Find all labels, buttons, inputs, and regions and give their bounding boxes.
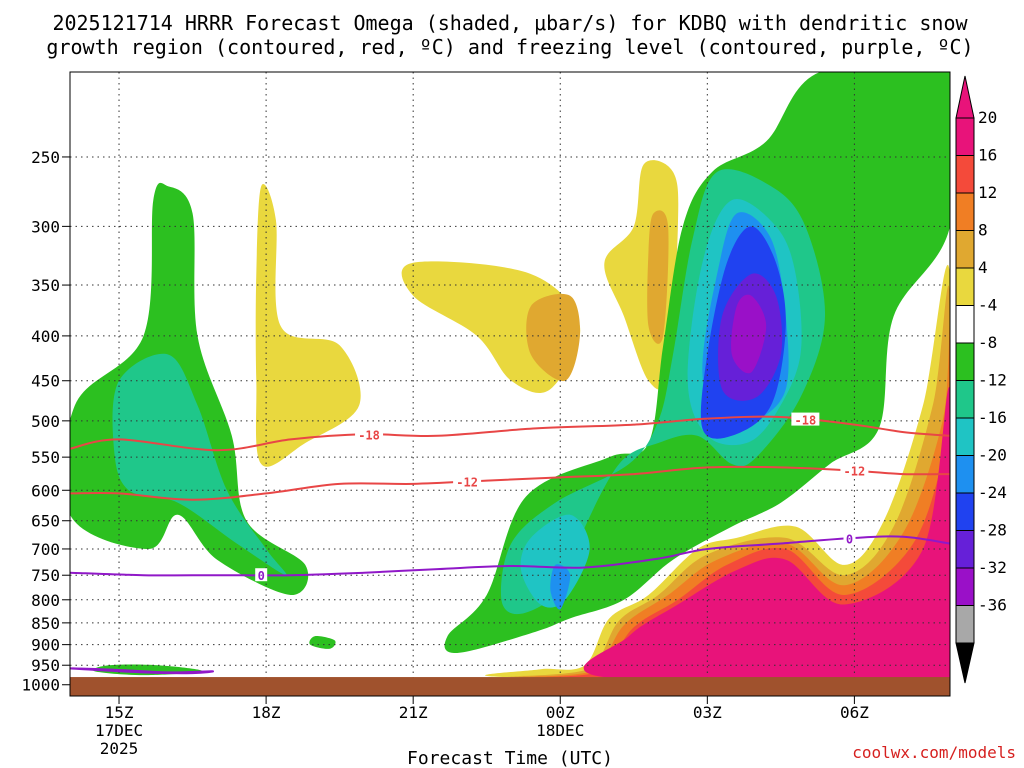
plot-frame: [69, 71, 951, 697]
x-tick-date-15Z: 17DEC: [95, 721, 143, 740]
y-tick-label-900: 900: [31, 636, 60, 655]
colorbar-label-20: 20: [978, 108, 997, 127]
colorbar-swatch-1: [955, 155, 975, 194]
x-tick-label-03Z: 03Z: [693, 703, 722, 722]
plot-area: -18 -18 -12 -12 0 0: [70, 72, 950, 696]
colorbar-label--4: -4: [978, 296, 997, 315]
y-tick-label-400: 400: [31, 327, 60, 346]
isotherm--12-line-1: [70, 465, 950, 501]
colorbar-swatch-12: [955, 567, 975, 606]
x-tick-label-00Z: 00Z: [546, 703, 575, 722]
x-tick-label-18Z: 18Z: [252, 703, 281, 722]
colorbar-swatch-4: [955, 267, 975, 306]
y-tick-label-450: 450: [31, 372, 60, 391]
colorbar-label--36: -36: [978, 596, 1007, 615]
contour-label-0: 0: [846, 532, 853, 546]
colorbar-swatch-11: [955, 530, 975, 569]
colorbar-swatch-6: [955, 342, 975, 381]
below-ground-area: [70, 677, 950, 696]
x-tick-date-00Z: 18DEC: [536, 721, 584, 740]
y-tick-label-250: 250: [31, 148, 60, 167]
y-tick-label-1000: 1000: [21, 676, 60, 695]
contour-label-bg: [840, 463, 869, 477]
y-tick-label-350: 350: [31, 276, 60, 295]
omega-region-20-22: [583, 386, 950, 696]
chart-title-line2: growth region (contoured, red, ºC) and f…: [46, 35, 973, 59]
colorbar-label-12: 12: [978, 183, 997, 202]
colorbar-swatch-0: [955, 117, 975, 156]
y-tick-label-800: 800: [31, 591, 60, 610]
contour-label-bg: [843, 531, 856, 545]
x-tick-label-21Z: 21Z: [399, 703, 428, 722]
contour-label-bg: [255, 568, 268, 582]
y-tick-label-750: 750: [31, 566, 60, 585]
y-axis: 250 300 350 400 450 500 550 600 650 700 750 800 850 9…: [21, 148, 70, 695]
omega-region--16-11: [520, 514, 590, 608]
contour-label-bg: [355, 427, 384, 441]
y-tick-label-500: 500: [31, 412, 60, 431]
omega-region--12-1: [112, 353, 287, 576]
contour-label--18: -18: [795, 414, 817, 428]
y-tick-label-650: 650: [31, 512, 60, 531]
colorbar-legend: 20 16 12 8 4 -4 -8 -12 -16 -20 -24 -28 -32 -36: [955, 75, 1007, 684]
contour-label-0: 0: [258, 569, 265, 583]
colorbar-swatch-3: [955, 230, 975, 269]
x-tick-label-15Z: 15Z: [105, 703, 134, 722]
colorbar-bottom-arrow: [955, 642, 975, 684]
isotherm-0-line-3: [70, 667, 215, 675]
colorbar-label--16: -16: [978, 408, 1007, 427]
omega-region--8-3: [309, 635, 336, 649]
x-axis-label: Forecast Time (UTC): [407, 748, 613, 768]
x-tick-year-15Z: 2025: [100, 739, 139, 758]
chart-title-line1: 2025121714 HRRR Forecast Omega (shaded, …: [52, 11, 968, 35]
colorbar-swatch-5: [955, 305, 975, 344]
y-tick-label-300: 300: [31, 217, 60, 236]
colorbar-label--24: -24: [978, 483, 1007, 502]
y-tick-label-700: 700: [31, 540, 60, 559]
contour-label-bg: [791, 412, 820, 426]
colorbar-label--12: -12: [978, 371, 1007, 390]
contour-label--12: -12: [456, 475, 478, 489]
contour-label-bg: [453, 474, 482, 488]
colorbar-swatch-10: [955, 492, 975, 531]
isotherm-0-line-2: [70, 535, 950, 577]
colorbar-swatch-13: [955, 605, 975, 644]
colorbar-label--28: -28: [978, 521, 1007, 540]
colorbar-label-4: 4: [978, 258, 988, 277]
x-tick-label-06Z: 06Z: [840, 703, 869, 722]
y-tick-label-850: 850: [31, 614, 60, 633]
colorbar-label-8: 8: [978, 221, 988, 240]
credit-text: coolwx.com/models: [852, 743, 1016, 762]
contour-label--18: -18: [358, 428, 380, 442]
y-tick-label-550: 550: [31, 448, 60, 467]
colorbar-swatch-2: [955, 192, 975, 231]
omega-region-8-7: [647, 210, 669, 344]
colorbar-swatch-7: [955, 380, 975, 419]
y-tick-label-600: 600: [31, 481, 60, 500]
colorbar-label--20: -20: [978, 446, 1007, 465]
omega-region-8-5: [526, 293, 581, 382]
colorbar-label--32: -32: [978, 558, 1007, 577]
omega-region-4-2: [255, 184, 361, 467]
colorbar-label--8: -8: [978, 333, 997, 352]
isotherm--18-line-0: [70, 415, 950, 452]
colorbar-label-16: 16: [978, 146, 997, 165]
omega-region--32-16: [731, 294, 767, 374]
y-tick-label-950: 950: [31, 656, 60, 675]
colorbar-swatch-8: [955, 417, 975, 456]
contour-label--12: -12: [844, 465, 866, 479]
colorbar-swatch-9: [955, 455, 975, 494]
